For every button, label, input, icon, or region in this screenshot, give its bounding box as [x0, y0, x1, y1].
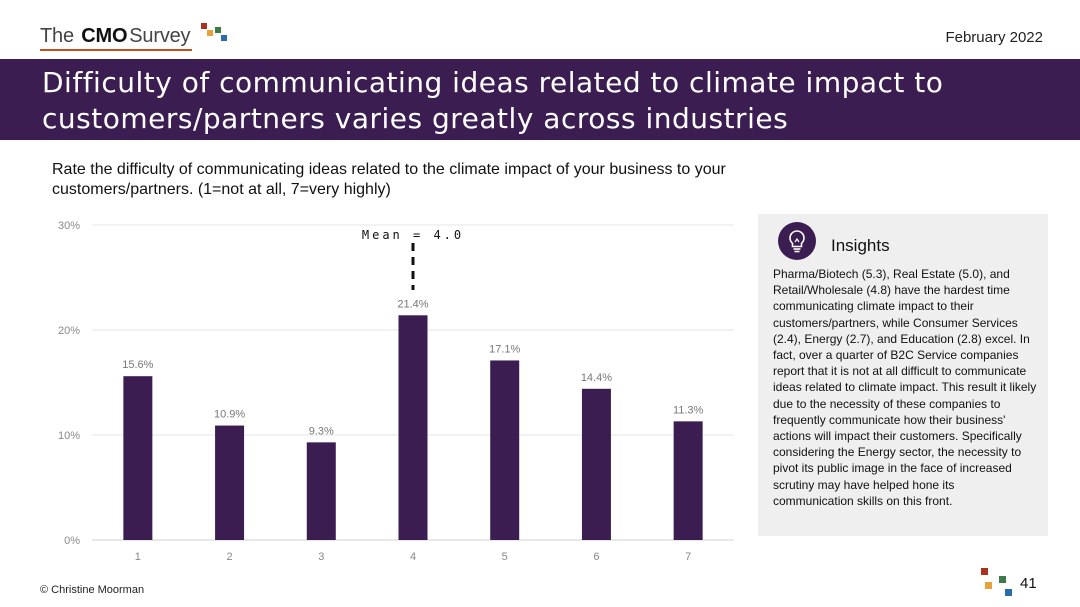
- footer-dots-icon: [980, 568, 1014, 598]
- y-tick-label: 10%: [58, 430, 80, 442]
- mean-annotation: Mean = 4.0: [362, 228, 464, 242]
- data-label: 21.4%: [397, 298, 428, 310]
- logo-dots-icon: [197, 23, 227, 45]
- logo-word-cmo: CMO: [81, 24, 128, 47]
- insights-title: Insights: [831, 236, 890, 255]
- survey-question: Rate the difficulty of communicating ide…: [52, 161, 726, 198]
- x-tick-label: 1: [135, 551, 141, 562]
- x-tick-label: 2: [227, 551, 233, 562]
- y-tick-label: 20%: [58, 325, 80, 337]
- bar: [306, 442, 336, 540]
- bar: [123, 376, 153, 540]
- bar: [581, 388, 611, 540]
- logo-text: The CMO Survey: [40, 24, 191, 48]
- bar: [398, 315, 428, 540]
- data-label: 14.4%: [581, 372, 612, 384]
- page-number: 41: [1020, 575, 1037, 592]
- bar-chart: 0% 10% 20% 30% 15.6% 1 10.9% 2 9.3% 3 21.4% 4 17.1% 5…: [58, 220, 734, 562]
- bar: [673, 421, 703, 540]
- insights-body: Pharma/Biotech (5.3), Real Estate (5.0),…: [773, 267, 1037, 508]
- data-label: 15.6%: [122, 359, 153, 371]
- logo-word-survey: Survey: [129, 24, 191, 47]
- data-label: 10.9%: [214, 409, 245, 421]
- x-tick-label: 5: [502, 551, 508, 562]
- title-band: Difficulty of communicating ideas relate…: [0, 59, 1080, 140]
- logo: The CMO Survey: [40, 22, 227, 51]
- logo-underline: [40, 49, 192, 51]
- lightbulb-icon: [778, 222, 816, 260]
- bar: [215, 425, 245, 540]
- report-date: February 2022: [945, 29, 1043, 46]
- y-tick-label: 0%: [64, 535, 80, 547]
- data-label: 11.3%: [673, 404, 704, 416]
- bar: [490, 360, 520, 540]
- data-label: 17.1%: [489, 343, 520, 355]
- data-label: 9.3%: [309, 425, 334, 437]
- x-tick-label: 4: [410, 551, 416, 562]
- insights-panel: Insights Pharma/Biotech (5.3), Real Esta…: [758, 214, 1048, 536]
- logo-word-the: The: [40, 24, 74, 47]
- x-tick-label: 6: [593, 551, 599, 562]
- copyright: © Christine Moorman: [40, 584, 145, 596]
- x-tick-label: 7: [685, 551, 691, 562]
- x-tick-label: 3: [318, 551, 324, 562]
- page-title: Difficulty of communicating ideas relate…: [42, 66, 944, 135]
- y-tick-label: 30%: [58, 220, 80, 232]
